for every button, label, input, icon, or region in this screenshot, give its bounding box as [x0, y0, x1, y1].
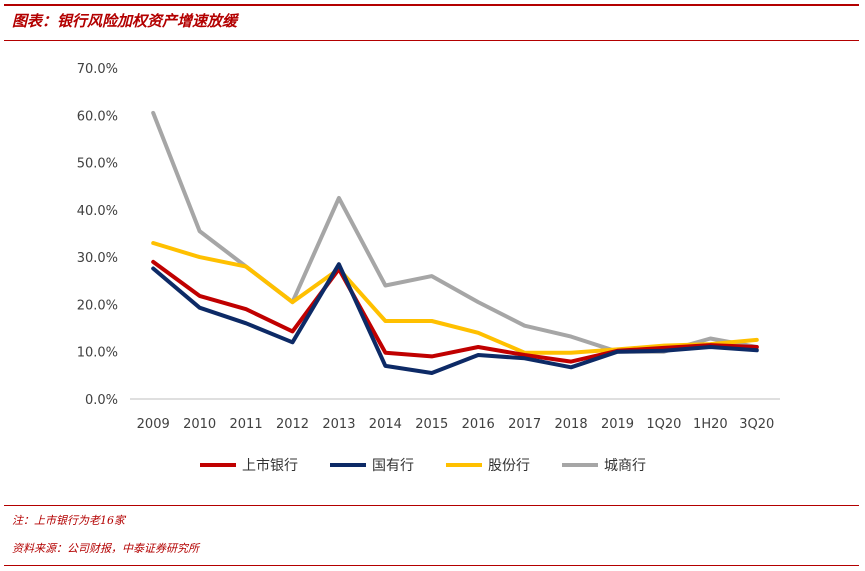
legend-label: 国有行 — [372, 458, 414, 474]
y-tick-label: 0.0% — [85, 393, 118, 408]
chart-title: 图表：银行风险加权资产增速放缓 — [12, 12, 238, 30]
x-tick-label: 2018 — [555, 417, 588, 432]
x-tick-label: 1Q20 — [646, 417, 681, 432]
y-tick-label: 50.0% — [77, 157, 118, 172]
y-tick-label: 20.0% — [77, 298, 118, 313]
x-tick-label: 2019 — [601, 417, 634, 432]
source-note: 资料来源：公司财报，中泰证券研究所 — [12, 542, 199, 555]
title-divider — [4, 40, 859, 41]
x-tick-label: 2017 — [508, 417, 541, 432]
x-tick-label: 2014 — [369, 417, 402, 432]
y-axis: 0.0% 10.0% 20.0% 30.0% 40.0% 50.0% 60.0% 70.0% — [77, 62, 118, 408]
legend-label: 上市银行 — [242, 457, 298, 474]
legend-label: 城商行 — [604, 458, 646, 474]
series-line-0 — [151, 259, 759, 364]
y-tick-label: 30.0% — [77, 251, 118, 266]
series-lines — [151, 110, 759, 375]
figure-frame — [4, 4, 859, 566]
x-tick-label: 2011 — [230, 417, 263, 432]
footer-divider — [4, 505, 859, 506]
x-tick-label: 2015 — [415, 417, 448, 432]
x-axis: 2009 2010 2011 2012 2013 2014 2015 2016 2017 2018… — [130, 398, 780, 432]
series-line-1 — [151, 262, 759, 375]
x-tick-label: 2013 — [322, 417, 355, 432]
x-tick-label: 3Q20 — [739, 417, 774, 432]
x-tick-label: 1H20 — [693, 417, 728, 432]
y-tick-label: 10.0% — [77, 346, 118, 361]
footnote: 注：上市银行为老16家 — [12, 514, 125, 527]
y-tick-label: 40.0% — [77, 204, 118, 219]
series-line-2 — [151, 241, 759, 355]
series-line-3 — [151, 110, 759, 354]
line-chart: 0.0%10.0%20.0%30.0%40.0%50.0%60.0%70.0% … — [77, 62, 780, 474]
x-tick-label: 2009 — [137, 417, 170, 432]
y-tick-label: 60.0% — [77, 109, 118, 124]
y-tick-label: 70.0% — [77, 62, 118, 77]
legend: 上市银行 国有行 股份行 城商行 — [200, 457, 646, 474]
x-tick-label: 2016 — [462, 417, 495, 432]
legend-label: 股份行 — [488, 458, 530, 474]
x-tick-label: 2010 — [183, 417, 216, 432]
x-tick-label: 2012 — [276, 417, 309, 432]
